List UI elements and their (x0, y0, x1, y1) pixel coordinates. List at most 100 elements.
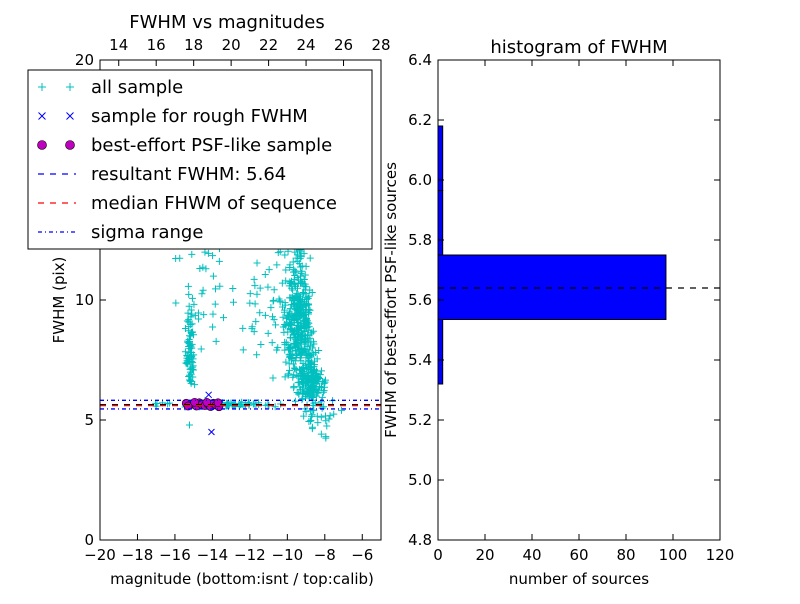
all-sample-point (296, 322, 304, 330)
all-sample-point (196, 265, 204, 273)
top-tick-label: 26 (334, 36, 353, 54)
all-sample-point (275, 295, 283, 303)
legend-label: all sample (91, 77, 183, 98)
legend-box (27, 69, 373, 250)
left-y-ticks: 0 5 10 20 (75, 51, 106, 549)
all-sample-point (310, 350, 318, 358)
all-sample-point (253, 351, 261, 359)
all-sample-point (151, 400, 159, 408)
all-sample-point (317, 413, 325, 421)
all-sample-point (296, 334, 304, 342)
all-sample-point (200, 311, 208, 319)
all-sample-point (330, 410, 338, 418)
all-sample-point (323, 422, 331, 430)
all-sample-point (325, 415, 333, 423)
all-sample-point (299, 384, 307, 392)
all-sample-point (292, 314, 300, 322)
all-sample-point (270, 316, 278, 324)
all-sample-point (304, 338, 312, 346)
bottom-tick-label: −14 (197, 546, 229, 564)
left-y-axis-label: FWHM (pix) (50, 257, 68, 344)
all-sample-point (295, 260, 303, 268)
histogram-bar (437, 319, 444, 385)
all-sample-point (306, 342, 314, 350)
all-sample-point (298, 345, 306, 353)
all-sample-point (285, 308, 293, 316)
all-sample-point (256, 284, 264, 292)
all-sample-point (287, 345, 295, 353)
all-sample-point (297, 272, 305, 280)
all-sample-point (264, 329, 272, 337)
all-sample-point (229, 298, 237, 306)
all-sample-point (211, 300, 219, 308)
all-sample-point (212, 337, 220, 345)
top-tick-label: 24 (297, 36, 316, 54)
bottom-tick-label: −18 (122, 546, 154, 564)
all-sample-point (285, 319, 293, 327)
all-sample-point (293, 372, 301, 380)
all-sample-point (248, 325, 256, 333)
all-sample-point (306, 365, 314, 373)
all-sample-point (285, 366, 293, 374)
all-sample-point (296, 263, 304, 271)
all-sample-point (209, 272, 217, 280)
all-sample-point (269, 374, 277, 382)
legend-marker (66, 83, 74, 91)
all-sample-point (188, 294, 196, 302)
right-y-tick-label: 6.0 (408, 171, 432, 189)
all-sample-point (282, 358, 290, 366)
all-sample-point (296, 366, 304, 374)
all-sample-point (299, 394, 307, 402)
right-x-tick-label: 80 (616, 546, 635, 564)
top-tick-label: 14 (109, 36, 128, 54)
all-sample-point (190, 351, 198, 359)
all-sample-point (322, 433, 330, 441)
all-sample-point (289, 286, 297, 294)
all-sample-point (293, 350, 301, 358)
bottom-tick-label: −12 (234, 546, 266, 564)
left-y-tick-label: 10 (75, 291, 94, 309)
all-sample-point (253, 290, 261, 298)
all-sample-point (185, 349, 193, 357)
top-tick-label: 16 (147, 36, 166, 54)
all-sample-point (281, 321, 289, 329)
all-sample-point (250, 400, 258, 408)
all-sample-point (279, 303, 287, 311)
left-y-tick-label: 5 (84, 411, 94, 429)
all-sample-point (270, 286, 278, 294)
all-sample-point (301, 379, 309, 387)
all-sample-point (184, 309, 192, 317)
all-sample-point (188, 320, 196, 328)
all-sample-point (190, 331, 198, 339)
all-sample-point (191, 312, 199, 320)
all-sample-point (261, 311, 269, 319)
all-sample-point (251, 282, 259, 290)
all-sample-point (204, 249, 212, 257)
right-x-tick-label: 0 (433, 546, 443, 564)
all-sample-point (246, 290, 254, 298)
all-sample-point (297, 305, 305, 313)
all-sample-point (284, 312, 292, 320)
histogram-bars (437, 125, 667, 385)
all-sample-point (304, 358, 312, 366)
left-reference-lines (100, 399, 381, 410)
all-sample-point (252, 318, 260, 326)
right-x-tick-label: 120 (706, 546, 735, 564)
all-sample-point (185, 302, 193, 310)
all-sample-point (304, 372, 312, 380)
all-sample-point (306, 306, 314, 314)
all-sample-point (295, 390, 303, 398)
left-y-tick-label: 0 (84, 531, 94, 549)
all-sample-point (279, 313, 287, 321)
all-sample-point (238, 398, 246, 406)
all-sample-point (188, 340, 196, 348)
all-sample-point (305, 305, 313, 313)
bottom-tick-label: −10 (272, 546, 304, 564)
all-sample-point (289, 328, 297, 336)
right-y-tick-label: 6.4 (408, 51, 432, 69)
legend-marker (38, 83, 46, 91)
all-sample-point (300, 250, 308, 258)
all-sample-point (291, 248, 299, 256)
right-chart-title: histogram of FWHM (490, 37, 667, 58)
all-sample-point (223, 399, 231, 407)
